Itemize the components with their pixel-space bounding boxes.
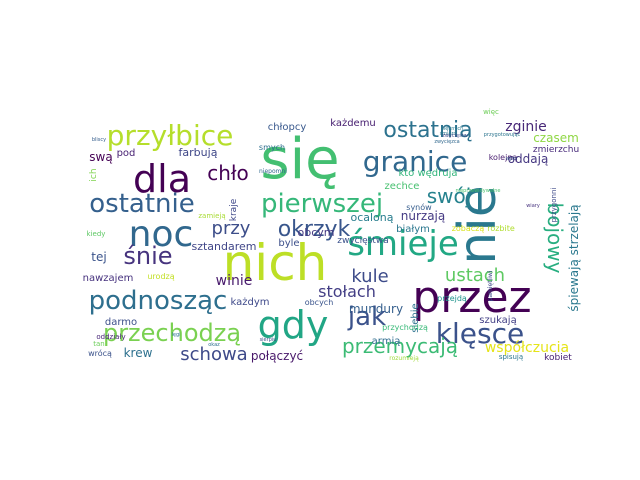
word-cloud-word: zechce: [385, 181, 420, 192]
word-cloud-word: bojowy: [543, 203, 567, 274]
word-cloud-word: oddają: [508, 152, 549, 166]
word-cloud-word: zginie: [505, 119, 547, 135]
word-cloud-word: przygonni: [550, 188, 558, 223]
word-cloud-word: sztandarem: [191, 240, 256, 253]
word-cloud-word: ocaloną: [350, 211, 393, 224]
word-cloud-word: zwycięstw: [442, 133, 468, 139]
word-cloud-word: przygotowując: [484, 132, 521, 138]
word-cloud-word: ostatnią: [383, 118, 472, 143]
word-cloud-word: krew: [124, 346, 153, 360]
word-cloud-word: nawzajem: [83, 273, 134, 284]
word-cloud-word: swą: [89, 150, 112, 164]
word-cloud-word: szukają: [479, 315, 516, 326]
word-cloud-word: więc: [483, 108, 499, 116]
word-cloud-word: wpór: [506, 155, 519, 162]
word-cloud-word: sierpiu: [260, 337, 277, 343]
word-cloud-word: darmo: [105, 317, 137, 328]
word-cloud-word: przyłbice: [107, 119, 234, 152]
word-cloud-word: bliscy: [92, 137, 106, 143]
word-cloud-word: armią: [372, 336, 401, 347]
word-cloud-word: pięknych: [441, 126, 464, 132]
word-cloud-word: śnie: [123, 242, 172, 270]
word-cloud-word: zamieją: [198, 212, 225, 220]
word-cloud-word: nieprzewidywalne: [456, 188, 501, 194]
word-cloud-word: czasem: [533, 131, 579, 145]
word-cloud-word: śmierć: [440, 130, 457, 137]
word-cloud-word: się: [260, 127, 339, 192]
word-cloud-word: nurzają: [401, 209, 445, 223]
word-cloud-word: śmieje: [347, 224, 459, 264]
word-cloud-word: swój: [427, 184, 472, 208]
word-cloud-word: smych: [259, 143, 285, 152]
word-cloud-word: kiedy: [87, 230, 106, 238]
word-cloud-word: noc: [129, 214, 194, 255]
word-cloud-word: tan: [93, 340, 104, 348]
word-cloud-word: przechodzą: [103, 319, 241, 347]
word-cloud-word: śpiewają strzelają: [567, 204, 581, 311]
word-cloud-word: pierwszej: [261, 189, 383, 219]
word-cloud-word: rozumieją: [389, 355, 419, 362]
word-cloud-word: mundury: [349, 302, 403, 316]
word-cloud-word: okaz: [208, 342, 220, 348]
word-cloud-word: nie: [448, 185, 508, 264]
word-cloud-word: zwycięzca: [434, 139, 459, 145]
word-cloud-word: winie: [216, 273, 253, 289]
word-cloud-word: schowa: [180, 344, 247, 365]
word-cloud-word: nich: [223, 234, 328, 292]
word-cloud-word: chło: [207, 161, 249, 185]
word-cloud-word: kto wędruja: [398, 168, 457, 179]
word-cloud-word: każdemu: [330, 118, 376, 129]
word-cloud-word: ustach: [445, 265, 505, 286]
word-cloud-word: każdym: [231, 297, 270, 308]
word-cloud-word: połączyć: [251, 349, 303, 363]
word-cloud-word: jak: [347, 302, 386, 332]
word-cloud-word: współczucia: [485, 340, 569, 356]
word-cloud-word: rozbite: [487, 224, 515, 233]
word-cloud-word: oddziały: [96, 333, 125, 341]
word-cloud-word: ich: [89, 168, 99, 181]
word-cloud-word: ostatnie: [89, 189, 194, 219]
word-cloud-word: przemycają: [342, 334, 458, 358]
word-cloud-word: urodzą: [147, 272, 174, 281]
word-cloud-word: okrzyk: [278, 217, 351, 242]
word-cloud-word: kraje: [229, 198, 239, 221]
word-cloud-word: synów: [406, 202, 432, 212]
word-cloud-word: obcych: [305, 298, 334, 307]
word-cloud-word: gdy: [258, 303, 329, 347]
word-cloud-word: farbują: [179, 146, 218, 159]
word-cloud-word: przy: [212, 218, 251, 239]
word-cloud-word: pamiętliwi: [487, 270, 494, 301]
word-cloud-word: kolejną: [489, 153, 518, 162]
word-cloud-word: klęsce: [436, 317, 524, 350]
word-cloud-word: obcym: [298, 226, 335, 239]
word-cloud-word: niepomni: [259, 168, 287, 175]
word-cloud-word: przychodzą: [382, 323, 428, 332]
word-cloud-word: wrócą: [88, 348, 112, 358]
word-cloud-word: granice: [363, 145, 468, 178]
word-cloud-word: lęgi: [171, 332, 180, 338]
word-cloud-word: byle: [278, 238, 299, 249]
word-cloud-word: siebie: [410, 303, 421, 332]
word-cloud-word: podnosząc: [89, 286, 228, 316]
word-cloud-word: pod: [117, 148, 136, 159]
word-cloud-word: kule: [351, 266, 388, 287]
word-cloud-word: zwycięstwa: [337, 236, 389, 246]
word-cloud-word: chłopcy: [268, 122, 307, 133]
word-cloud-word: spisują: [499, 353, 523, 361]
word-cloud-word: przez: [412, 272, 531, 323]
word-cloud-word: kobiet: [544, 353, 572, 363]
word-cloud-word: zobaczą: [452, 224, 485, 233]
word-cloud-word: stołach: [318, 282, 376, 301]
word-cloud-word: wiary: [526, 203, 540, 209]
word-cloud-word: tej: [91, 250, 106, 264]
word-cloud-word: białym: [396, 224, 430, 235]
word-cloud-word: zmierzchu: [533, 145, 579, 155]
word-cloud-word: przejdą: [437, 294, 467, 303]
word-cloud-word: dla: [133, 157, 191, 201]
